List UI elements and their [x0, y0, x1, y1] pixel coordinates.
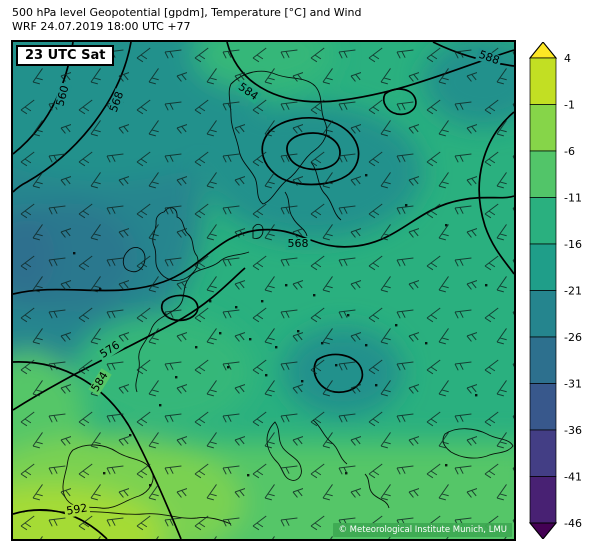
- colorbar-segment: [529, 336, 557, 384]
- colorbar-tick-label: -36: [564, 424, 582, 437]
- colorbar-segment: [529, 429, 557, 477]
- colorbar-tick-label: -11: [564, 192, 582, 205]
- valid-time-stamp: 23 UTC Sat: [16, 45, 115, 66]
- colorbar-tick-label: -41: [564, 471, 582, 484]
- colorbar-segment: [529, 57, 557, 105]
- colorbar-arrow-bottom: [528, 522, 558, 540]
- colorbar-segment: [529, 290, 557, 338]
- colorbar-segment: [529, 383, 557, 431]
- colorbar-segment: [529, 243, 557, 291]
- chart-title: 500 hPa level Geopotential [gpdm], Tempe…: [12, 6, 362, 19]
- colorbar-tick-label: 4: [564, 52, 571, 65]
- colorbar-segment: [529, 104, 557, 152]
- colorbar-arrow-top: [528, 41, 558, 59]
- colorbar-segment: [529, 476, 557, 524]
- wind-barbs-layer: [13, 42, 514, 539]
- watermark: © Meteorological Institute Munich, LMU: [333, 523, 512, 537]
- map-graphics: [13, 42, 514, 539]
- map-area: 23 UTC Sat 560 568 584 588 568 576 584 592 © Me…: [11, 40, 516, 541]
- colorbar-tick-label: -46: [564, 517, 582, 530]
- colorbar-tick-label: -16: [564, 238, 582, 251]
- colorbar-tick-label: -1: [564, 99, 575, 112]
- colorbar-graphics: 4 -1 -6 -11 -16 -21 -26 -31 -36 -41 -46: [528, 41, 582, 540]
- chart-subtitle: WRF 24.07.2019 18:00 UTC +77: [12, 20, 191, 33]
- colorbar-segment: [529, 197, 557, 245]
- colorbar-tick-label: -26: [564, 331, 582, 344]
- chart-header: 500 hPa level Geopotential [gpdm], Tempe…: [12, 6, 361, 34]
- contour-label: 568: [285, 237, 311, 250]
- colorbar-tick-label: -31: [564, 378, 582, 391]
- temperature-colorbar: 4 -1 -6 -11 -16 -21 -26 -31 -36 -41 -46: [528, 41, 603, 540]
- colorbar-tick-label: -6: [564, 145, 575, 158]
- colorbar-segment: [529, 150, 557, 198]
- colorbar-tick-label: -21: [564, 285, 582, 298]
